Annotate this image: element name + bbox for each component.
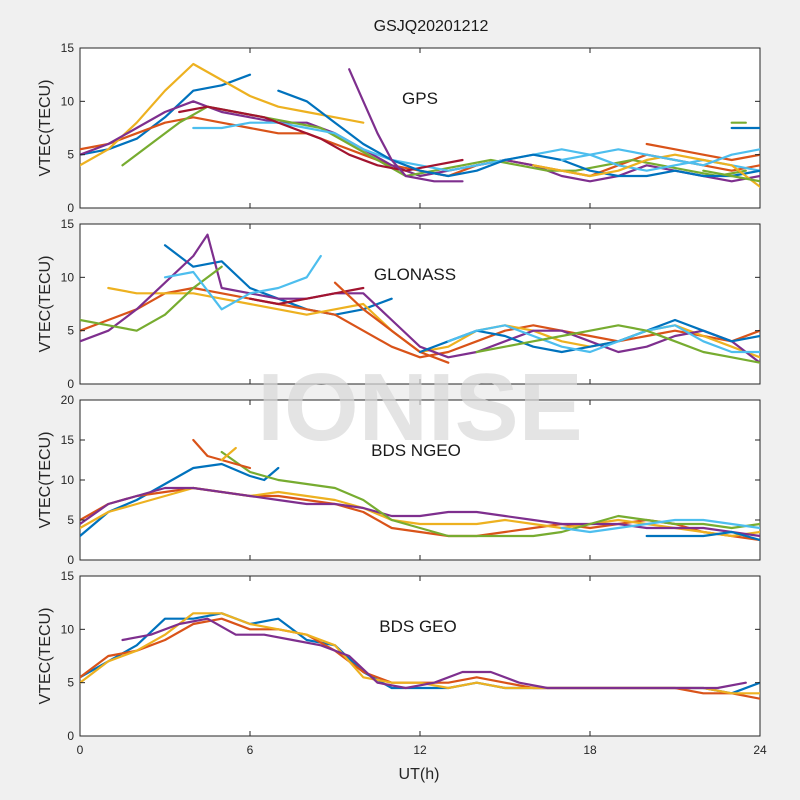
series-line — [121, 617, 747, 690]
panel-frame — [79, 399, 761, 561]
chart-panels: 0 5 10 15 VTEC(TECU) GPS 0 5 10 15 VTEC(TECU) GLONA… — [37, 41, 767, 757]
y-tick-label: 0 — [67, 553, 74, 567]
series-line — [80, 100, 760, 183]
series-line — [532, 153, 760, 188]
y-tick-label: 0 — [67, 729, 74, 743]
y-tick-label: 15 — [61, 41, 75, 55]
y-tick-label: 10 — [61, 622, 75, 636]
panel-gps: 0 5 10 15 VTEC(TECU) GPS — [37, 41, 761, 215]
series-group — [80, 438, 760, 542]
y-tick-label: 0 — [67, 377, 74, 391]
panel-label: GLONASS — [374, 265, 456, 284]
panel-label: GPS — [402, 89, 438, 108]
panel-label: BDS GEO — [379, 617, 456, 636]
y-tick-label: 5 — [67, 324, 74, 338]
y-tick-label: 5 — [67, 148, 74, 162]
chart-title: GSJQ20201212 — [374, 18, 489, 35]
x-tick-label: 0 — [77, 743, 84, 757]
series-line — [80, 62, 365, 167]
series-line — [702, 169, 760, 183]
y-tick-label: 0 — [67, 201, 74, 215]
y-axis-label: VTEC(TECU) — [37, 80, 54, 177]
watermark-text: IONISE — [257, 354, 582, 461]
series-line — [645, 530, 760, 542]
y-tick-label: 15 — [61, 217, 75, 231]
series-line — [80, 486, 760, 538]
series-line — [447, 324, 760, 354]
y-tick-label: 15 — [61, 433, 75, 447]
series-line — [645, 142, 760, 162]
series-line — [277, 89, 760, 178]
series-line — [163, 254, 322, 311]
series-line — [80, 462, 280, 538]
panel-frame — [79, 47, 761, 209]
y-tick-label: 5 — [67, 676, 74, 690]
series-group — [80, 62, 760, 188]
series-group — [80, 612, 760, 700]
y-tick-label: 10 — [61, 473, 75, 487]
panel-label: BDS NGEO — [371, 441, 461, 460]
series-line — [80, 265, 223, 332]
panel-glonass: 0 5 10 15 VTEC(TECU) GLONASS — [37, 217, 761, 391]
series-line — [333, 281, 450, 364]
y-tick-label: 10 — [61, 270, 75, 284]
series-line — [192, 121, 760, 172]
series-line — [560, 518, 760, 534]
series-group — [80, 233, 760, 364]
series-line — [560, 148, 760, 167]
series-line — [220, 450, 760, 538]
series-line — [475, 324, 760, 364]
panel-bds-ngeo: 0 5 10 15 20 VTEC(TECU) BDS NGEO — [37, 393, 761, 567]
panel-bds-geo: 0 5 10 15 0 6 12 18 24 VTEC(TECU) BDS GEO — [37, 569, 767, 757]
x-tick-label: 6 — [247, 743, 254, 757]
y-tick-label: 10 — [61, 94, 75, 108]
x-axis-label: UT(h) — [399, 766, 440, 783]
series-line — [80, 233, 760, 364]
y-tick-label: 20 — [61, 393, 75, 407]
series-line — [348, 68, 464, 183]
y-axis-label: VTEC(TECU) — [37, 256, 54, 353]
series-line — [220, 446, 237, 462]
y-tick-label: 15 — [61, 569, 75, 583]
y-axis-label: VTEC(TECU) — [37, 608, 54, 705]
y-tick-label: 5 — [67, 513, 74, 527]
y-axis-label: VTEC(TECU) — [37, 432, 54, 529]
x-tick-label: 24 — [753, 743, 767, 757]
x-tick-label: 12 — [413, 743, 427, 757]
x-tick-label: 18 — [583, 743, 597, 757]
panel-frame — [79, 575, 761, 737]
